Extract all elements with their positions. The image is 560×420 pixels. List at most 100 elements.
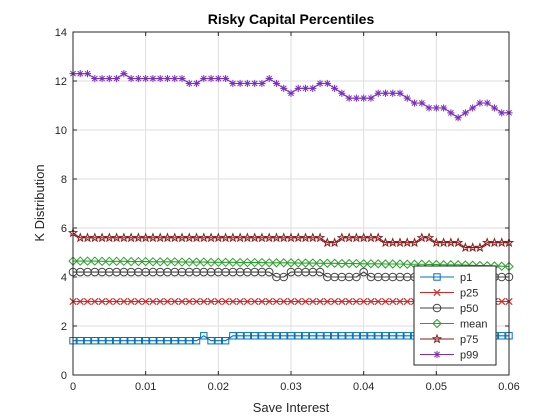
data-point-p25 — [309, 297, 317, 306]
data-point-p25 — [98, 297, 106, 306]
data-point-p1 — [280, 332, 288, 340]
data-point-p99 — [294, 84, 302, 92]
data-point-p99 — [498, 109, 506, 117]
data-point-mean — [148, 257, 158, 267]
y-tick-label: 14 — [55, 27, 67, 39]
y-tick-label: 8 — [61, 174, 67, 186]
y-tick-label: 10 — [55, 125, 67, 137]
data-point-p99 — [178, 74, 186, 83]
data-point-p25 — [403, 297, 411, 306]
data-point-p25 — [83, 297, 92, 306]
data-point-p99 — [331, 84, 339, 92]
data-point-p1 — [287, 332, 295, 340]
series-p75 — [67, 227, 515, 252]
data-point-p25 — [156, 297, 164, 306]
data-point-p25 — [236, 297, 244, 306]
legend-item-mean: mean — [420, 319, 488, 331]
data-point-p1 — [498, 332, 506, 340]
data-point-mean — [111, 256, 122, 267]
data-point-p1 — [149, 337, 157, 345]
data-point-p1 — [367, 332, 375, 340]
data-point-p1 — [236, 332, 244, 340]
data-point-p25 — [338, 297, 346, 306]
data-point-p25 — [272, 297, 281, 306]
legend-marker — [433, 288, 441, 297]
data-point-p99 — [120, 70, 128, 78]
data-point-p1 — [105, 337, 114, 345]
data-point-p25 — [229, 297, 237, 306]
x-tick-label: 0.02 — [208, 381, 229, 393]
y-tick-label: 4 — [61, 272, 67, 284]
data-point-p25 — [149, 297, 157, 306]
data-point-p1 — [265, 332, 273, 340]
data-point-p1 — [258, 332, 266, 340]
data-point-mean — [97, 256, 107, 267]
data-point-mean — [206, 257, 216, 268]
data-point-p1 — [185, 337, 193, 345]
data-point-p1 — [76, 337, 84, 345]
legend-label: p25 — [460, 288, 478, 300]
data-point-p1 — [229, 332, 237, 340]
data-point-p1 — [120, 337, 128, 345]
data-point-p1 — [345, 332, 353, 340]
data-point-p75 — [373, 232, 384, 243]
legend-item-p99: p99 — [420, 350, 478, 362]
data-point-mean — [235, 257, 245, 268]
data-point-p99 — [410, 99, 419, 107]
data-point-p99 — [374, 89, 382, 97]
y-axis-title: K Distribution — [32, 164, 47, 241]
data-point-p1 — [192, 337, 201, 345]
legend-item-p50: p50 — [420, 303, 478, 315]
data-point-p99 — [272, 79, 281, 88]
data-point-p99 — [403, 94, 411, 102]
x-tick-label: 0.06 — [498, 381, 519, 393]
data-point-p25 — [360, 297, 368, 306]
x-axis-title: Save Interest — [253, 400, 330, 415]
data-point-mean — [293, 258, 303, 268]
data-point-p25 — [171, 297, 179, 306]
data-point-mean — [90, 256, 100, 266]
data-point-p99 — [425, 104, 433, 112]
x-tick-label: 0 — [70, 381, 76, 393]
legend-marker — [433, 350, 441, 359]
data-point-p99 — [83, 70, 92, 78]
data-point-mean — [75, 256, 85, 266]
data-point-p25 — [185, 297, 193, 306]
data-point-p1 — [338, 332, 346, 340]
data-point-p25 — [316, 297, 324, 306]
data-point-p1 — [98, 337, 106, 345]
data-point-p25 — [214, 297, 222, 306]
data-point-p25 — [127, 297, 135, 306]
data-point-mean — [191, 257, 202, 267]
data-point-p99 — [447, 109, 455, 117]
data-point-p1 — [323, 332, 332, 340]
data-point-p99 — [142, 74, 150, 83]
data-point-p1 — [359, 332, 368, 340]
data-point-p99 — [345, 94, 353, 102]
y-tick-label: 2 — [61, 321, 67, 333]
legend-item-p25: p25 — [420, 288, 478, 300]
data-point-p99 — [490, 104, 499, 112]
data-point-p1 — [91, 337, 99, 345]
data-point-p99 — [461, 109, 469, 117]
data-point-p75 — [423, 232, 435, 243]
data-point-p1 — [112, 337, 121, 345]
data-point-p25 — [396, 297, 404, 306]
data-point-p1 — [374, 332, 382, 340]
data-point-p75 — [329, 237, 340, 248]
data-point-p99 — [265, 74, 273, 83]
data-point-p25 — [192, 297, 201, 306]
data-point-p99 — [156, 74, 164, 83]
data-point-p1 — [309, 332, 317, 340]
series-line-p75 — [72, 232, 509, 249]
data-point-p1 — [171, 337, 179, 345]
data-point-mean — [133, 256, 144, 267]
data-point-p1 — [83, 337, 92, 345]
data-point-p1 — [301, 332, 310, 340]
x-tick-label: 0.01 — [135, 381, 156, 393]
data-point-p25 — [294, 297, 302, 306]
legend-box — [413, 265, 497, 366]
data-point-p25 — [222, 297, 230, 306]
data-point-p99 — [91, 74, 99, 83]
